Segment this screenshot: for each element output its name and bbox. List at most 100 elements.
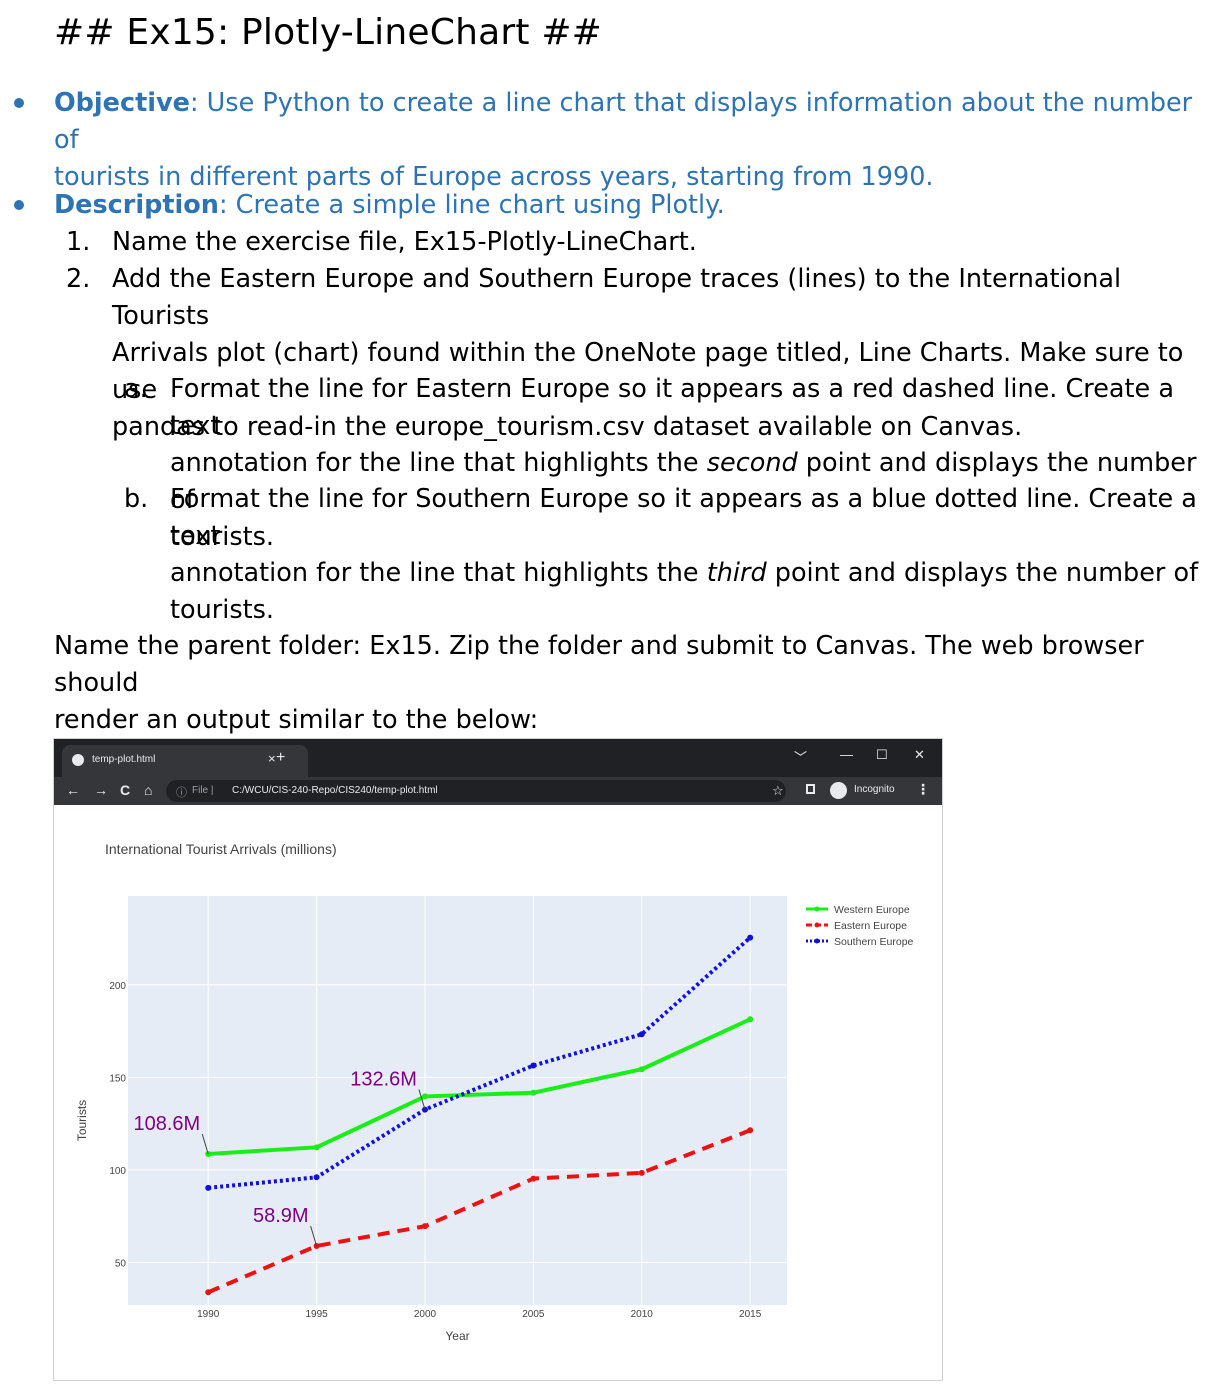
annotation-label: 132.6M (350, 1069, 417, 1091)
browser-titlebar: temp-plot.html × + ﹀ — ☐ ✕ (54, 739, 942, 777)
annotation-label: 58.9M (253, 1205, 309, 1227)
url-text[interactable]: C:/WCU/CIS-240-Repo/CIS240/temp-plot.htm… (232, 785, 438, 796)
data-point (205, 1289, 212, 1296)
step-line: Arrivals plot (chart) found within the O… (112, 338, 1184, 405)
y-tick-label: 100 (109, 1166, 126, 1177)
data-point (747, 1016, 754, 1023)
objective-text-continued: tourists in different parts of Europe ac… (54, 162, 934, 192)
substep-text: Format the line for Eastern Europe so it… (170, 371, 1210, 556)
incognito-icon (830, 782, 847, 799)
browser-menu-icon[interactable]: ⋮ (916, 781, 930, 797)
step-line: pandas to read-in the europe_tourism.csv… (112, 412, 1023, 442)
data-point (421, 1093, 428, 1100)
tab-search-icon[interactable]: ﹀ (794, 750, 808, 765)
browser-screenshot: temp-plot.html × + ﹀ — ☐ ✕ ← → C ⌂ ⓘ Fil… (53, 738, 943, 1381)
browser-toolbar: ← → C ⌂ ⓘ File | C:/WCU/CIS-240-Repo/CIS… (54, 777, 942, 805)
data-point (421, 1223, 428, 1230)
substep-line: tourists. (170, 595, 275, 625)
data-point (313, 1242, 320, 1249)
substep-line: tourists. (170, 522, 275, 552)
closing-paragraph: Name the parent folder: Ex15. Zip the fo… (54, 628, 1204, 739)
bullet-icon (14, 98, 24, 108)
annotation-label: 108.6M (133, 1113, 200, 1135)
data-point (638, 1169, 645, 1176)
data-point (313, 1174, 320, 1181)
x-tick-label: 2015 (739, 1309, 762, 1320)
objective-paragraph: Objective: Use Python to create a line c… (54, 85, 1204, 196)
series-line-2 (208, 936, 752, 1190)
series-line-1 (207, 1128, 751, 1295)
description-paragraph: Description: Create a simple line chart … (54, 187, 1204, 224)
emphasis-text: second (706, 448, 798, 478)
y-axis-label: Tourists (75, 1100, 89, 1141)
y-tick-label: 50 (115, 1258, 127, 1269)
objective-text: : Use Python to create a line chart that… (54, 88, 1193, 155)
maximize-button[interactable]: ☐ (876, 747, 888, 762)
info-icon[interactable]: ⓘ (176, 787, 187, 799)
data-point (638, 1066, 645, 1073)
step-text: Name the exercise file, Ex15-Plotly-Line… (112, 224, 1202, 261)
x-tick-label: 1995 (305, 1309, 328, 1320)
line-chart: International Tourist Arrivals (millions… (75, 841, 914, 1343)
legend-label: Southern Europe (834, 936, 914, 948)
step-number: 1. (66, 227, 91, 257)
x-tick-label: 1990 (197, 1309, 220, 1320)
y-tick-label: 150 (109, 1073, 126, 1084)
close-window-button[interactable]: ✕ (914, 747, 925, 762)
data-point (747, 1127, 754, 1134)
substep-text: Format the line for Southern Europe so i… (170, 481, 1210, 629)
data-point (530, 1062, 537, 1069)
x-tick-label: 2000 (414, 1309, 437, 1320)
substep-line-part: annotation for the line that highlights … (170, 558, 707, 588)
data-point (638, 1031, 645, 1038)
legend-label: Eastern Europe (834, 920, 907, 932)
substep-letter: b. (124, 484, 149, 514)
scheme-label: File | (192, 785, 214, 796)
home-button[interactable]: ⌂ (144, 782, 153, 798)
x-axis-label: Year (445, 1329, 469, 1343)
forward-button[interactable]: → (94, 782, 108, 798)
x-tick-label: 2005 (522, 1309, 545, 1320)
data-point (747, 934, 754, 941)
closing-line: Name the parent folder: Ex15. Zip the fo… (54, 631, 1144, 698)
description-label: Description (54, 190, 219, 220)
tab-title: temp-plot.html (92, 754, 156, 765)
step-number: 2. (66, 264, 91, 294)
legend-marker (814, 906, 820, 912)
close-tab-icon[interactable]: × (268, 751, 276, 766)
step-line: Name the exercise file, Ex15-Plotly-Line… (112, 227, 697, 257)
incognito-label: Incognito (854, 784, 895, 795)
substep-line: Format the line for Eastern Europe so it… (170, 374, 1174, 441)
new-tab-button[interactable]: + (276, 749, 286, 766)
legend-label: Western Europe (834, 904, 910, 916)
plot-area: International Tourist Arrivals (millions… (54, 805, 942, 1380)
legend-marker (814, 922, 820, 928)
minimize-button[interactable]: — (840, 747, 853, 762)
address-bar[interactable]: ⓘ File | C:/WCU/CIS-240-Repo/CIS240/temp… (166, 780, 786, 802)
page-title: ## Ex15: Plotly-LineChart ## (54, 12, 603, 53)
substep-line: Format the line for Southern Europe so i… (170, 484, 1197, 551)
series-line-0 (208, 1017, 751, 1156)
data-point (530, 1175, 537, 1182)
objective-label: Objective (54, 88, 190, 118)
chart-title: International Tourist Arrivals (millions… (105, 841, 337, 857)
annotation-arrow (201, 1133, 209, 1155)
bullet-icon (14, 200, 24, 210)
annotation-arrow (310, 1225, 318, 1247)
x-tick-label: 2010 (631, 1309, 654, 1320)
reload-button[interactable]: C (120, 782, 131, 798)
step-line: Add the Eastern Europe and Southern Euro… (112, 264, 1122, 331)
substep-line-part: annotation for the line that highlights … (170, 448, 707, 478)
data-point (530, 1089, 537, 1096)
description-text: : Create a simple line chart using Plotl… (218, 190, 725, 220)
substep-line-part: point and displays the number of (170, 448, 1197, 515)
bookmark-star-icon[interactable]: ☆ (772, 783, 784, 798)
y-tick-label: 200 (109, 981, 126, 992)
plot-background (128, 896, 787, 1305)
data-point (421, 1106, 428, 1113)
back-button[interactable]: ← (66, 782, 80, 798)
extension-icon[interactable] (806, 784, 815, 794)
annotation-arrow (418, 1089, 426, 1110)
browser-tab[interactable]: temp-plot.html × (62, 745, 308, 777)
substep-letter: a. (124, 374, 148, 404)
